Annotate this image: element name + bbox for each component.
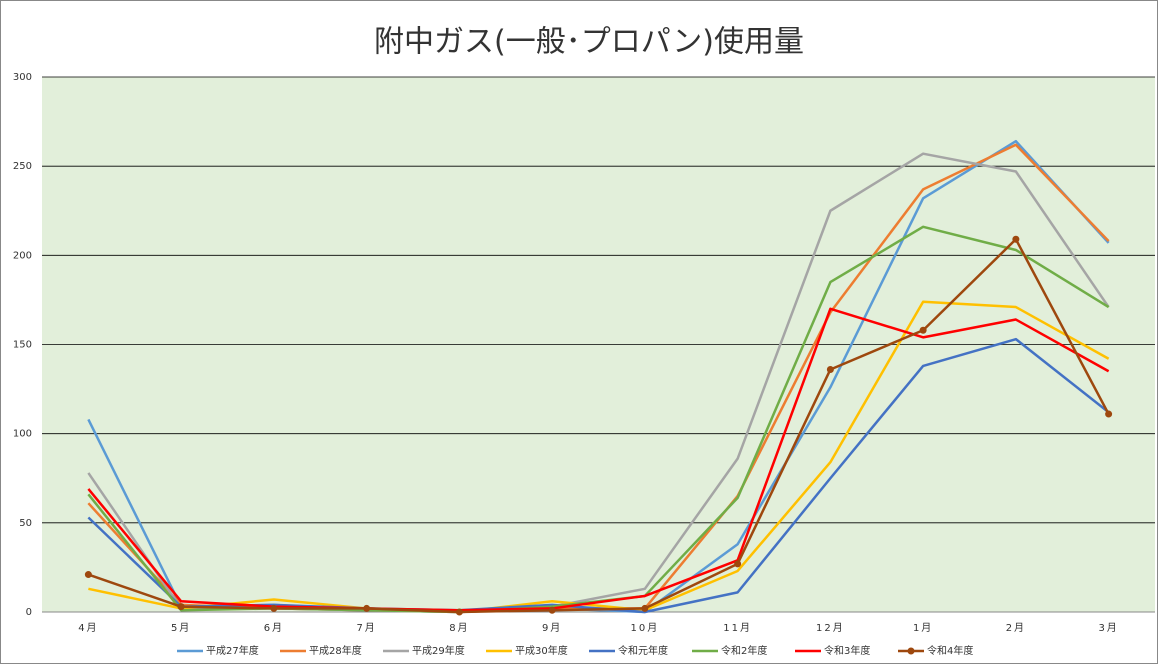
- x-tick-label: 11月: [723, 622, 752, 634]
- x-tick-label: 7月: [356, 622, 376, 634]
- legend-label: 令和4年度: [927, 644, 973, 657]
- point: [919, 326, 927, 334]
- series-line: [87, 238, 1110, 614]
- legend-label: 令和3年度: [824, 644, 870, 657]
- chart-title: 附中ガス(一般･プロパン)使用量: [374, 25, 804, 60]
- point: [363, 604, 371, 612]
- point: [455, 608, 463, 616]
- x-tick-label: 12月: [816, 622, 845, 634]
- point: [641, 604, 649, 612]
- x-tick-label: 9月: [542, 622, 562, 634]
- series-line: [87, 307, 1110, 612]
- point: [270, 604, 278, 612]
- y-tick-label: 300: [13, 72, 32, 83]
- y-tick-label: 150: [13, 340, 32, 351]
- legend-label: 平成30年度: [515, 644, 568, 657]
- x-tick-label: 5月: [171, 622, 191, 634]
- point: [1105, 410, 1113, 418]
- legend-label: 平成27年度: [206, 644, 259, 657]
- x-tick-label: 6月: [264, 622, 284, 634]
- legend-label: 令和2年度: [721, 644, 767, 657]
- point: [826, 365, 834, 373]
- point: [548, 606, 556, 614]
- x-tick-label: 8月: [449, 622, 469, 634]
- legend-marker: [907, 647, 915, 655]
- legend-label: 平成28年度: [309, 644, 362, 657]
- series-line: [88, 300, 1110, 614]
- x-tick-label: 1月: [913, 622, 933, 634]
- x-tick-label: 3月: [1098, 622, 1118, 634]
- point: [177, 603, 185, 611]
- y-tick-label: 50: [19, 518, 32, 529]
- legend-label: 平成29年度: [412, 644, 465, 657]
- y-tick-label: 250: [13, 161, 32, 172]
- point: [84, 571, 92, 579]
- x-tick-label: 2月: [1006, 622, 1026, 634]
- x-tick-label: 4月: [78, 622, 98, 634]
- point: [1012, 235, 1020, 243]
- y-tick-label: 0: [26, 607, 32, 618]
- y-tick-label: 100: [13, 429, 32, 440]
- point: [734, 560, 742, 568]
- y-tick-label: 200: [13, 250, 32, 261]
- x-tick-label: 10月: [631, 622, 660, 634]
- legend-label: 令和元年度: [618, 644, 668, 657]
